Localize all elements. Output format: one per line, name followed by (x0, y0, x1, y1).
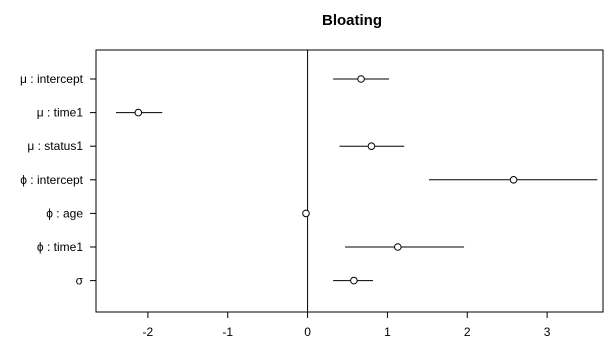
x-tick-label: -2 (143, 325, 154, 339)
x-tick-label: 2 (464, 325, 471, 339)
x-tick-label: 1 (384, 325, 391, 339)
x-tick-label: -1 (222, 325, 233, 339)
row-label: μ : intercept (20, 72, 84, 86)
estimate-row: ϕ : time1 (37, 240, 465, 254)
chart-title: Bloating (322, 12, 382, 29)
row-label: ϕ : time1 (37, 240, 83, 254)
point-estimate (134, 108, 143, 117)
estimate-row: μ : status1 (27, 139, 405, 153)
point-estimate (357, 75, 365, 83)
point-estimate (394, 243, 402, 251)
estimate-row: ϕ : age (46, 206, 310, 220)
point-estimate (367, 142, 376, 150)
row-label: μ : status1 (27, 139, 83, 153)
plot-frame (95, 49, 604, 313)
estimate-row: ϕ : intercept (20, 173, 598, 187)
x-tick-label: 0 (304, 325, 311, 339)
estimate-row: μ : intercept (20, 72, 390, 86)
x-axis: -2 -1 0 1 2 3 (143, 312, 551, 339)
point-estimate (509, 176, 518, 184)
row-label: σ (76, 274, 84, 288)
estimate-rows: μ : intercept μ : time1 μ : status1 ϕ : int… (20, 72, 598, 288)
row-label: μ : time1 (37, 106, 84, 120)
point-estimate (350, 276, 358, 285)
point-estimate (302, 209, 310, 218)
estimate-row: σ (76, 274, 374, 288)
estimate-row: μ : time1 (37, 106, 163, 120)
x-tick-label: 3 (544, 325, 551, 339)
row-label: ϕ : age (46, 206, 83, 220)
row-label: ϕ : intercept (20, 173, 83, 187)
